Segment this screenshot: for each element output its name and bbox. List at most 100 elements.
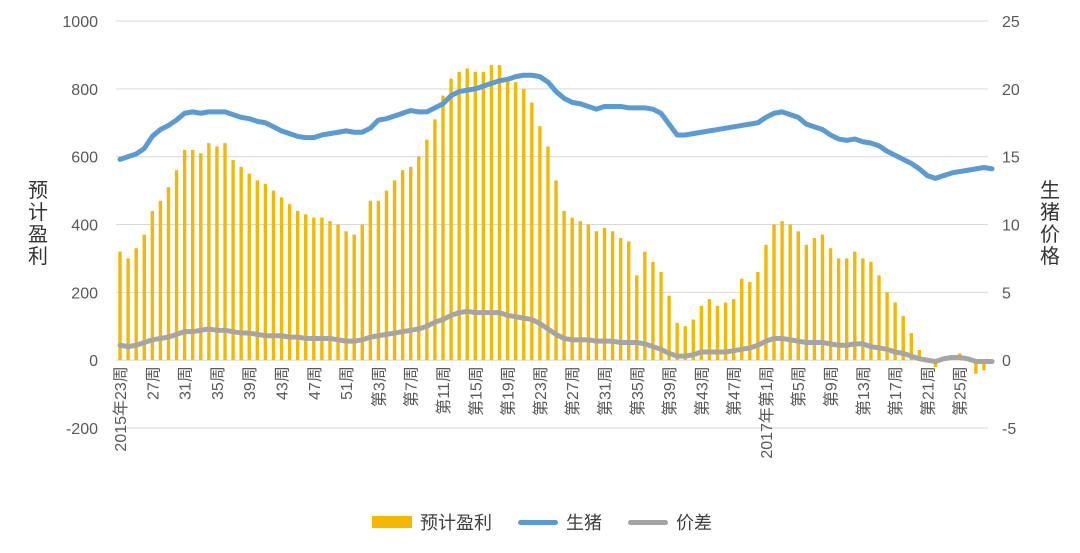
x-tick-7: 51周 <box>339 366 356 400</box>
x-tick-6: 47周 <box>307 366 324 400</box>
bar-60 <box>602 227 607 361</box>
bar-84 <box>796 231 800 361</box>
x-tick-13: 第23周 <box>532 366 550 416</box>
bar-71 <box>691 319 695 361</box>
bar-10 <box>199 153 203 361</box>
bar-13 <box>223 143 227 361</box>
bar-3 <box>142 234 146 361</box>
right-tick-20: 20 <box>1002 82 1020 99</box>
bar-106 <box>974 360 978 374</box>
bar-48 <box>505 78 510 361</box>
right-tick-10: 10 <box>1002 218 1020 235</box>
x-tick-18: 第43周 <box>693 366 711 416</box>
legend-label-diff: 价差 <box>676 513 712 533</box>
left-tick-200: 200 <box>71 285 98 302</box>
x-tick-19: 第47周 <box>726 366 744 416</box>
legend-swatch-hog <box>518 519 558 525</box>
bar-25 <box>320 217 324 361</box>
bar-67 <box>659 271 663 361</box>
bar-88 <box>828 248 833 361</box>
legend: 预计盈利 生猪 价差 <box>372 509 738 535</box>
legend-swatch-diff <box>628 519 668 525</box>
right-tick--5: -5 <box>1002 421 1016 438</box>
x-tick-8: 第3周 <box>370 366 388 407</box>
bar-0 <box>118 251 122 361</box>
bar-78 <box>748 282 752 361</box>
bar-33 <box>384 190 389 361</box>
bar-17 <box>255 180 259 361</box>
legend-label-profit: 预计盈利 <box>420 513 492 533</box>
bar-49 <box>513 82 518 361</box>
bar-53 <box>546 146 550 361</box>
bar-2 <box>134 248 138 361</box>
x-tick-3: 35周 <box>210 366 227 400</box>
bar-6 <box>166 187 171 361</box>
price-diff-line <box>117 308 995 365</box>
right-tick-25: 25 <box>1002 14 1020 31</box>
profit-bars <box>118 65 986 374</box>
bar-85 <box>804 244 809 361</box>
bar-90 <box>845 258 849 361</box>
bar-15 <box>239 166 243 361</box>
x-tick-26: 第25周 <box>952 366 970 416</box>
bar-7 <box>174 170 179 361</box>
bar-26 <box>328 221 332 361</box>
x-tick-5: 43周 <box>275 366 292 400</box>
bar-4 <box>150 210 155 361</box>
bar-45 <box>481 71 486 361</box>
legend-swatch-profit <box>372 516 412 528</box>
bar-55 <box>562 210 566 361</box>
bar-14 <box>231 160 235 361</box>
bar-74 <box>715 305 720 361</box>
bar-72 <box>699 305 704 361</box>
legend-label-hog: 生猪 <box>566 513 602 533</box>
bar-76 <box>731 299 736 361</box>
right-tick-5: 5 <box>1002 285 1011 302</box>
bar-77 <box>740 278 744 361</box>
bar-82 <box>780 221 784 361</box>
bar-64 <box>635 275 639 361</box>
x-tick-20: 2017年第1周 <box>758 366 776 459</box>
bar-59 <box>594 231 599 361</box>
bar-93 <box>869 261 873 361</box>
bar-68 <box>667 295 671 361</box>
bar-107 <box>982 360 986 371</box>
left-tick-1000: 1000 <box>62 14 98 31</box>
bar-23 <box>304 214 308 361</box>
bar-58 <box>586 224 591 361</box>
bar-29 <box>352 234 356 361</box>
bar-1 <box>126 258 130 361</box>
left-axis-label: 预计盈利 <box>28 180 48 268</box>
price-lines <box>117 72 995 365</box>
bar-24 <box>312 217 316 361</box>
bar-69 <box>675 322 679 361</box>
x-tick-2: 31周 <box>178 366 195 400</box>
x-tick-9: 第7周 <box>403 366 421 407</box>
x-axis-tick-labels: 2015年23周 27周 31周 35周 39周 43周 47周 51周 第3周 第7周 第11周第… <box>112 366 970 459</box>
x-tick-4: 39周 <box>242 366 259 400</box>
bar-44 <box>473 71 477 361</box>
x-tick-14: 第27周 <box>564 366 582 416</box>
x-tick-22: 第9周 <box>823 366 841 407</box>
bar-38 <box>425 139 429 361</box>
bar-80 <box>764 244 768 361</box>
bar-36 <box>409 166 413 361</box>
bar-50 <box>522 88 526 361</box>
legend-item-hog: 生猪 <box>518 509 602 535</box>
bar-62 <box>618 238 623 361</box>
bar-92 <box>861 258 865 361</box>
bar-30 <box>360 224 364 361</box>
bar-96 <box>893 302 897 361</box>
right-axis-tick-labels: -5 0 5 10 15 20 25 <box>1002 14 1020 438</box>
bar-63 <box>627 241 631 361</box>
bar-52 <box>538 126 542 361</box>
bar-8 <box>182 149 187 361</box>
x-tick-16: 第35周 <box>629 366 647 416</box>
x-tick-12: 第19周 <box>500 366 518 416</box>
bar-35 <box>400 170 405 361</box>
bar-81 <box>772 224 776 361</box>
x-tick-0: 2015年23周 <box>112 366 130 451</box>
left-tick--200: -200 <box>66 421 98 438</box>
bar-75 <box>723 302 728 361</box>
